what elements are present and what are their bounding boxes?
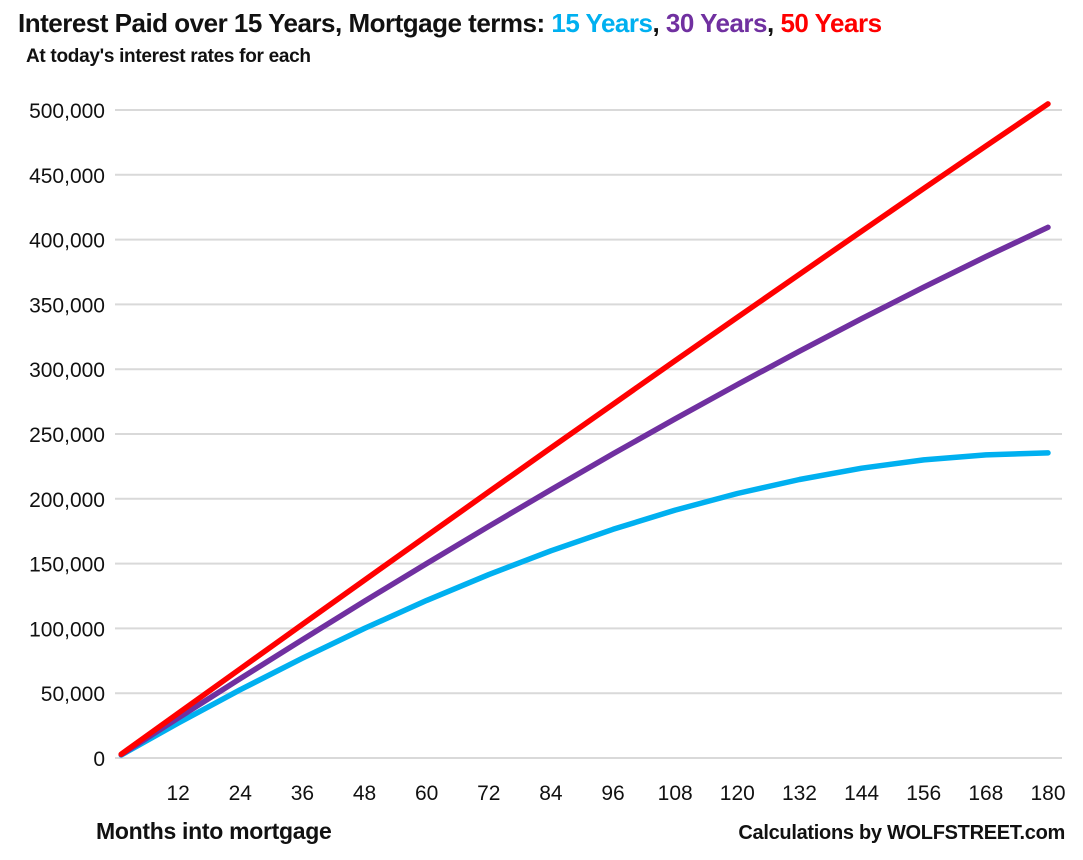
x-axis-title: Months into mortgage: [96, 818, 332, 844]
x-tick-label: 180: [1030, 782, 1065, 805]
series-line-30-years: [118, 224, 1051, 758]
y-tick-label: 300,000: [29, 359, 105, 382]
x-tick-label: 36: [291, 782, 314, 805]
x-tick-label: 156: [906, 782, 941, 805]
y-tick-label: 500,000: [29, 100, 105, 123]
x-tick-label: 12: [166, 782, 189, 805]
y-tick-label: 450,000: [29, 165, 105, 188]
x-tick-label: 60: [415, 782, 438, 805]
x-tick-label: 168: [968, 782, 1003, 805]
legend-item-50-years: 50 Years: [780, 8, 882, 38]
y-tick-label: 250,000: [29, 424, 105, 447]
y-tick-label: 0: [93, 748, 105, 771]
legend-item-30-years: 30 Years: [665, 8, 768, 38]
x-tick-label: 144: [844, 782, 879, 805]
y-axis-tick-labels: 0 50,000 100,000 150,000 200,000 250,000 300,0…: [29, 100, 105, 771]
y-tick-label: 50,000: [41, 683, 105, 706]
title-separator: ,: [652, 8, 666, 38]
x-tick-label: 72: [477, 782, 500, 805]
x-tick-label: 96: [601, 782, 624, 805]
source-attribution: Calculations by WOLFSTREET.com: [738, 822, 1065, 844]
series-line-50-years: [118, 101, 1051, 757]
y-tick-label: 150,000: [29, 554, 105, 577]
y-tick-label: 100,000: [29, 618, 105, 641]
y-tick-label: 400,000: [29, 230, 105, 253]
y-tick-label: 350,000: [29, 294, 105, 317]
x-tick-label: 24: [229, 782, 253, 805]
gridlines: [115, 109, 1062, 759]
chart-title-prefix: Interest Paid over 15 Years, Mortgage te…: [18, 8, 552, 38]
legend-item-15-years: 15 Years: [551, 8, 653, 38]
x-tick-label: 84: [539, 782, 563, 805]
y-tick-label: 200,000: [29, 489, 105, 512]
chart-subtitle: At today's interest rates for each: [26, 46, 311, 67]
x-tick-label: 48: [353, 782, 376, 805]
x-tick-label: 108: [658, 782, 693, 805]
x-tick-label: 120: [720, 782, 755, 805]
chart-title: Interest Paid over 15 Years, Mortgage te…: [18, 8, 882, 39]
series-line-15-years: [118, 450, 1051, 758]
x-tick-label: 132: [782, 782, 817, 805]
x-axis-tick-labels: 12 24 36 48 60 72 84 96 108 120 132 144 156 168 180: [166, 782, 1065, 805]
series-lines: [118, 101, 1051, 758]
title-separator: ,: [767, 8, 781, 38]
